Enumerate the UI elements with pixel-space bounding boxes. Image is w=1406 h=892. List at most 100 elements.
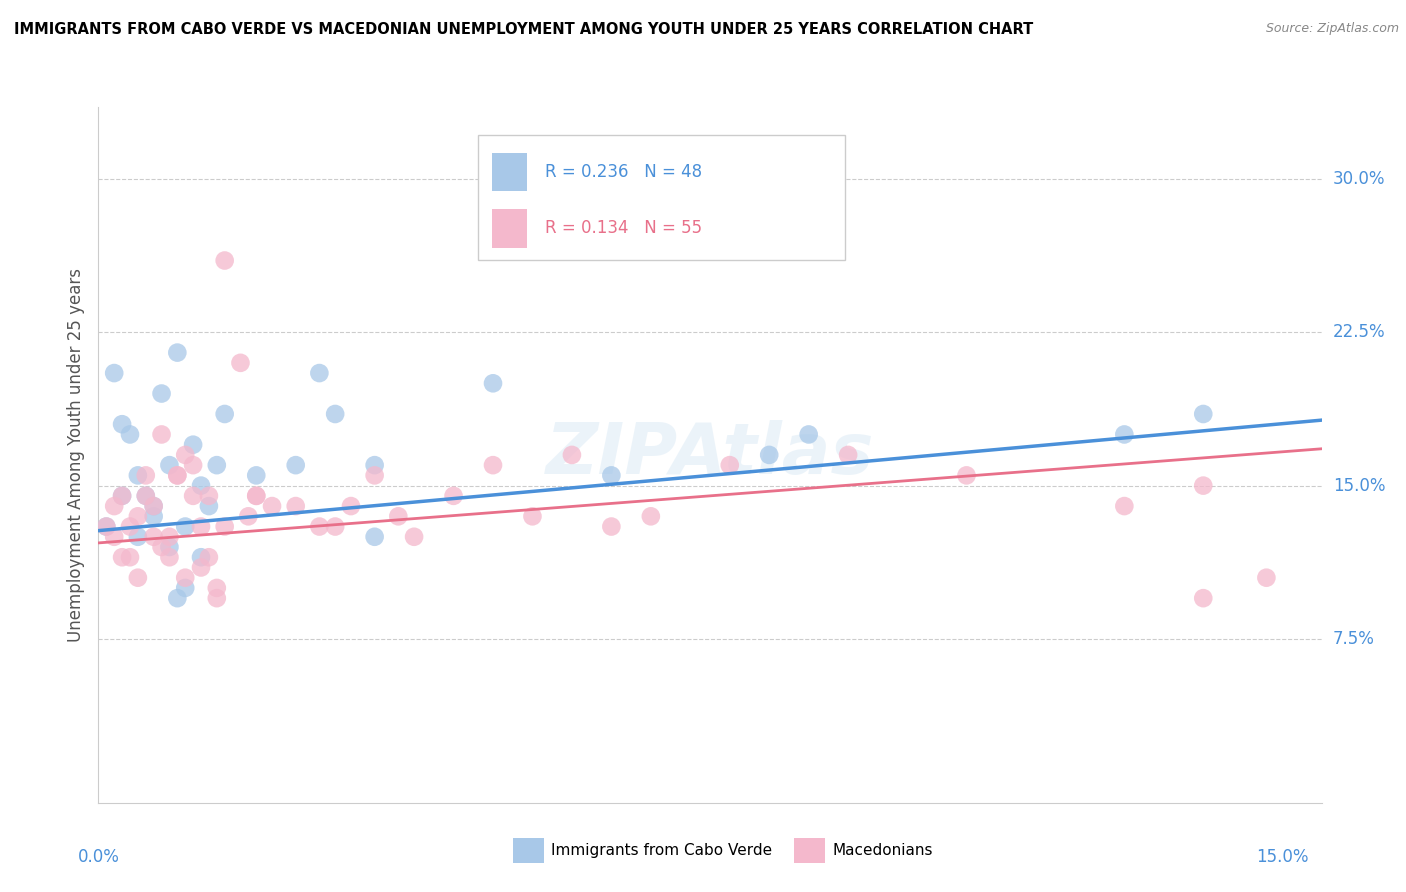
Point [127, 530, 149, 544]
Point [955, 468, 977, 483]
FancyBboxPatch shape [478, 135, 845, 260]
FancyBboxPatch shape [492, 210, 527, 248]
Point [482, 458, 505, 472]
Point [174, 519, 197, 533]
Point [561, 233, 583, 247]
Point [127, 571, 149, 585]
Point [260, 499, 283, 513]
Point [229, 356, 252, 370]
Point [190, 550, 212, 565]
Point [142, 499, 165, 513]
Point [758, 448, 780, 462]
Text: R = 0.134   N = 55: R = 0.134 N = 55 [546, 219, 702, 237]
Point [135, 468, 157, 483]
Point [159, 540, 181, 554]
Point [142, 530, 165, 544]
Point [150, 386, 173, 401]
Text: 15.0%: 15.0% [1256, 847, 1309, 866]
Text: 30.0%: 30.0% [1333, 169, 1385, 187]
Point [387, 509, 409, 524]
Point [174, 571, 197, 585]
Point [103, 530, 125, 544]
Point [340, 499, 363, 513]
Text: Macedonians: Macedonians [832, 844, 932, 858]
Point [443, 489, 465, 503]
Point [174, 448, 197, 462]
Point [1192, 591, 1215, 606]
Point [166, 591, 188, 606]
Point [561, 448, 583, 462]
Y-axis label: Unemployment Among Youth under 25 years: Unemployment Among Youth under 25 years [66, 268, 84, 642]
Text: IMMIGRANTS FROM CABO VERDE VS MACEDONIAN UNEMPLOYMENT AMONG YOUTH UNDER 25 YEARS: IMMIGRANTS FROM CABO VERDE VS MACEDONIAN… [14, 22, 1033, 37]
Point [118, 427, 141, 442]
Point [127, 468, 149, 483]
Point [205, 581, 228, 595]
Text: R = 0.236   N = 48: R = 0.236 N = 48 [546, 163, 702, 181]
Point [198, 550, 221, 565]
Point [190, 519, 212, 533]
Point [1256, 571, 1278, 585]
Point [142, 509, 165, 524]
Point [103, 366, 125, 380]
Point [482, 376, 505, 391]
Point [118, 519, 141, 533]
Point [111, 489, 134, 503]
Point [166, 345, 188, 359]
Point [111, 417, 134, 432]
Point [718, 458, 741, 472]
Point [198, 499, 221, 513]
Text: Immigrants from Cabo Verde: Immigrants from Cabo Verde [551, 844, 772, 858]
Point [308, 366, 330, 380]
Point [181, 438, 204, 452]
Point [245, 489, 267, 503]
Point [181, 458, 204, 472]
FancyBboxPatch shape [492, 153, 527, 191]
Text: 7.5%: 7.5% [1333, 630, 1375, 648]
Point [214, 407, 236, 421]
Point [150, 540, 173, 554]
Point [600, 468, 623, 483]
Point [205, 591, 228, 606]
Point [103, 499, 125, 513]
Point [190, 478, 212, 492]
Point [363, 458, 385, 472]
Point [284, 458, 307, 472]
Point [837, 448, 859, 462]
Point [245, 468, 267, 483]
Point [159, 530, 181, 544]
Point [323, 519, 346, 533]
Text: Source: ZipAtlas.com: Source: ZipAtlas.com [1265, 22, 1399, 36]
Point [1192, 478, 1215, 492]
Point [308, 519, 330, 533]
Point [363, 468, 385, 483]
Point [198, 489, 221, 503]
Point [190, 560, 212, 574]
Point [96, 519, 118, 533]
Text: 0.0%: 0.0% [77, 847, 120, 866]
Point [363, 530, 385, 544]
Point [166, 468, 188, 483]
Point [245, 489, 267, 503]
Point [640, 509, 662, 524]
Text: 22.5%: 22.5% [1333, 323, 1385, 341]
Point [118, 550, 141, 565]
Point [323, 407, 346, 421]
Point [1114, 499, 1136, 513]
Point [150, 427, 173, 442]
Point [111, 489, 134, 503]
Point [127, 509, 149, 524]
Point [1114, 427, 1136, 442]
Point [214, 519, 236, 533]
Point [174, 581, 197, 595]
Point [1192, 407, 1215, 421]
Point [522, 509, 544, 524]
Text: ZIPAtlas: ZIPAtlas [546, 420, 875, 490]
Point [159, 550, 181, 565]
Point [159, 458, 181, 472]
Point [181, 489, 204, 503]
Point [214, 253, 236, 268]
Point [142, 499, 165, 513]
Text: 15.0%: 15.0% [1333, 476, 1385, 495]
Point [205, 458, 228, 472]
Point [111, 550, 134, 565]
